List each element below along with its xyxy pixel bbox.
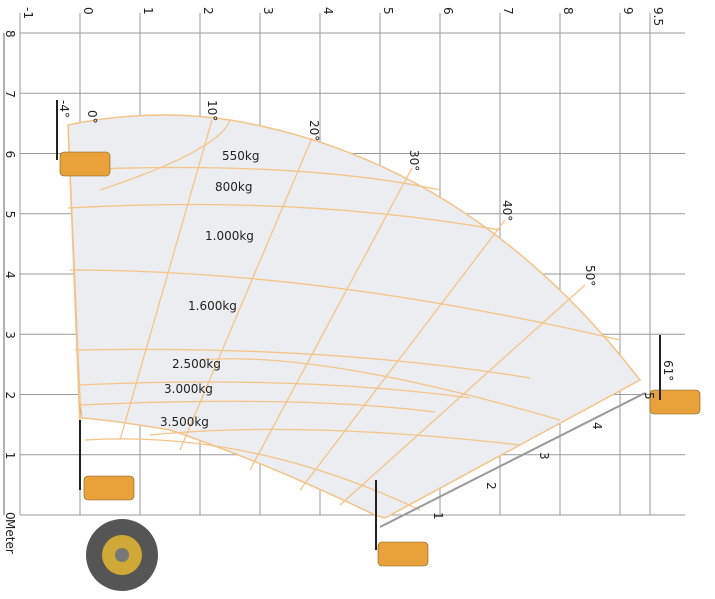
- extension-line: [379, 392, 646, 528]
- x-tick-label: 3: [261, 7, 275, 15]
- angle-rays: [67, 119, 586, 506]
- labels: -1 0 1 2 3 4 5 6 7 8 9 9.5 0 1 2 3 4 5 6 7 8 Meter -4° 0° 10° 20°…: [3, 7, 675, 554]
- extension-label: 3: [537, 452, 551, 460]
- x-tick-label: 4: [321, 7, 335, 15]
- y-tick-label: 6: [3, 151, 17, 159]
- forks: [59, 151, 701, 567]
- angle-label: 30°: [407, 150, 421, 171]
- angle-label: 50°: [583, 265, 597, 286]
- load-label: 3.500kg: [160, 415, 209, 429]
- angle-label: -4°: [57, 100, 71, 118]
- wheel: [86, 519, 158, 591]
- load-label: 550kg: [222, 149, 259, 163]
- x-tick-label: 0: [81, 7, 95, 15]
- fork-posts: [56, 100, 661, 550]
- angle-label: 20°: [307, 120, 321, 141]
- y-axis-unit: Meter: [3, 519, 17, 554]
- y-tick-label: 2: [3, 392, 17, 400]
- y-tick-label: 8: [3, 30, 17, 38]
- angle-label: 0°: [85, 110, 99, 124]
- y-tick-label: 7: [3, 90, 17, 98]
- x-tick-label: 6: [441, 7, 455, 15]
- load-curves: [67, 119, 621, 511]
- x-tick-label: 9.5: [651, 7, 665, 26]
- load-label: 3.000kg: [164, 382, 213, 396]
- x-tick-label: 7: [501, 7, 515, 15]
- load-label: 1.000kg: [205, 229, 254, 243]
- y-tick-label: 5: [3, 211, 17, 219]
- load-area: [67, 114, 642, 519]
- load-label: 1.600kg: [188, 299, 237, 313]
- x-tick-label: 1: [141, 7, 155, 15]
- x-tick-label: -1: [21, 7, 35, 19]
- y-tick-label: 1: [3, 452, 17, 460]
- extension-label: 2: [484, 482, 498, 490]
- angle-label: 40°: [500, 200, 514, 221]
- x-tick-label: 8: [561, 7, 575, 15]
- y-tick-label: 0: [3, 512, 17, 520]
- x-tick-label: 9: [621, 7, 635, 15]
- angle-label: 61°: [661, 360, 675, 381]
- y-tick-label: 3: [3, 331, 17, 339]
- load-label: 800kg: [215, 180, 252, 194]
- extension-label: 4: [590, 422, 604, 430]
- x-tick-label: 2: [201, 7, 215, 15]
- load-label: 2.500kg: [172, 357, 221, 371]
- angle-label: 10°: [205, 100, 219, 121]
- x-tick-label: 5: [381, 7, 395, 15]
- extension-label: 5: [642, 392, 656, 400]
- extension-label: 1: [431, 512, 445, 520]
- y-tick-label: 4: [3, 271, 17, 279]
